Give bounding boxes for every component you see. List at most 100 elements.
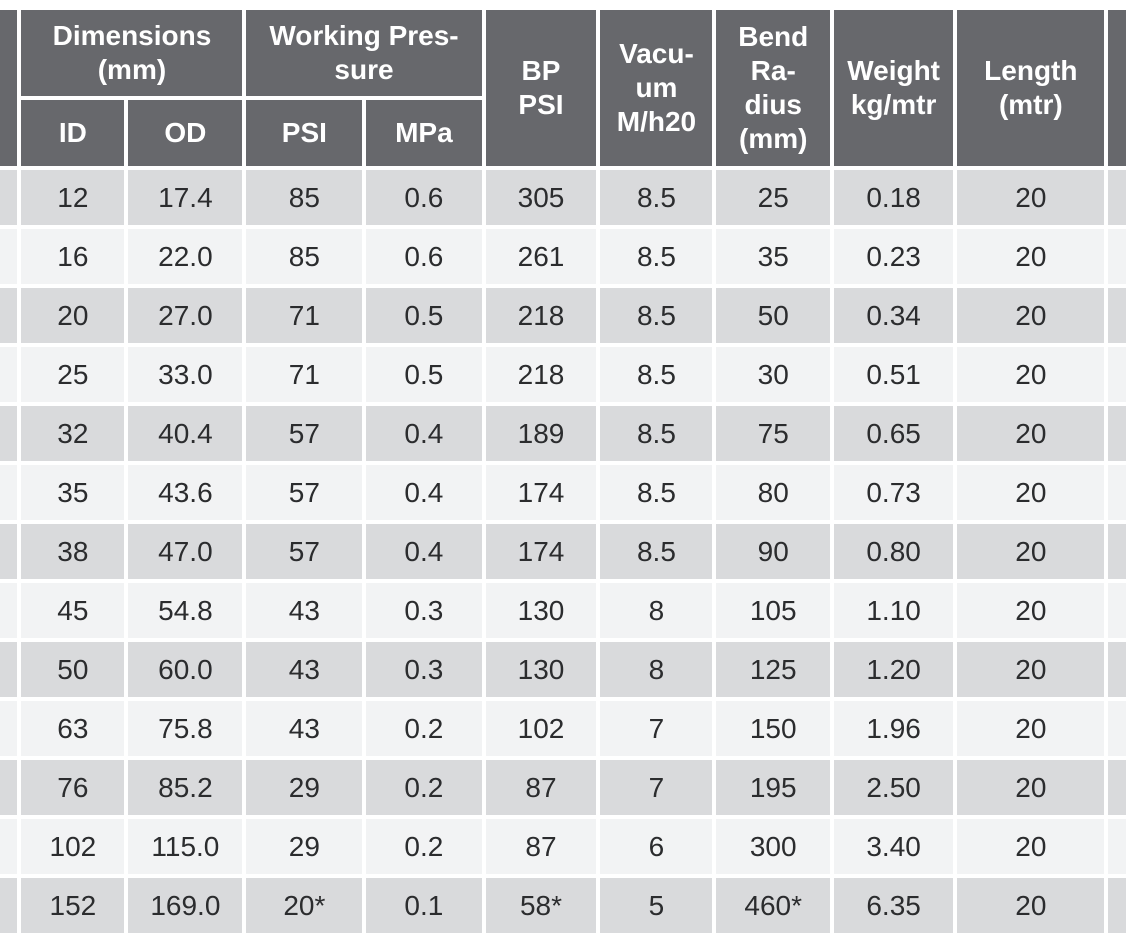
cropped-left-column-cell <box>0 288 18 343</box>
table-cell: 7 <box>600 760 713 815</box>
cropped-left-column-cell <box>0 701 18 756</box>
cropped-right-column-cell <box>1108 524 1126 579</box>
table-cell: 1.10 <box>834 583 954 638</box>
table-cell: 20 <box>957 583 1105 638</box>
table-cell: 57 <box>246 406 363 461</box>
table-cell: 2.50 <box>834 760 954 815</box>
table-cell: 169.0 <box>128 878 243 933</box>
table-cell: 174 <box>485 524 597 579</box>
table-cell: 80 <box>716 465 831 520</box>
header-length: Length (mtr) <box>957 10 1105 166</box>
cropped-left-column-cell <box>0 347 18 402</box>
table-cell: 29 <box>246 819 363 874</box>
cropped-right-column-cell <box>1108 760 1126 815</box>
table-cell: 43 <box>246 701 363 756</box>
header-row-sub: ID OD PSI MPa <box>0 100 1126 166</box>
table-cell: 20 <box>957 642 1105 697</box>
spec-table: Dimensions (mm) Working Pres- sure BP PS… <box>0 6 1130 937</box>
header-psi: PSI <box>246 100 363 166</box>
table-cell: 12 <box>21 170 125 225</box>
table-cell: 130 <box>485 642 597 697</box>
table-cell: 20 <box>957 288 1105 343</box>
cropped-left-column-cell <box>0 760 18 815</box>
table-cell: 460* <box>716 878 831 933</box>
table-cell: 20 <box>957 465 1105 520</box>
table-cell: 8 <box>600 642 713 697</box>
header-id: ID <box>21 100 125 166</box>
cropped-left-column-header <box>0 10 18 166</box>
table-row: 35 43.6 57 0.4 174 8.5 80 0.73 20 <box>0 465 1126 520</box>
table-cell: 0.2 <box>366 701 482 756</box>
table-cell: 189 <box>485 406 597 461</box>
cropped-left-column-cell <box>0 819 18 874</box>
table-cell: 102 <box>485 701 597 756</box>
table-cell: 0.5 <box>366 288 482 343</box>
header-bp-psi: BP PSI <box>485 10 597 166</box>
table-cell: 115.0 <box>128 819 243 874</box>
table-cell: 20 <box>957 229 1105 284</box>
table-cell: 43 <box>246 642 363 697</box>
table-cell: 0.65 <box>834 406 954 461</box>
table-cell: 85 <box>246 170 363 225</box>
table-cell: 71 <box>246 347 363 402</box>
table-cell: 85.2 <box>128 760 243 815</box>
table-cell: 218 <box>485 347 597 402</box>
table-row: 50 60.0 43 0.3 130 8 125 1.20 20 <box>0 642 1126 697</box>
table-row: 38 47.0 57 0.4 174 8.5 90 0.80 20 <box>0 524 1126 579</box>
table-cell: 43.6 <box>128 465 243 520</box>
table-cell: 57 <box>246 524 363 579</box>
table-cell: 29 <box>246 760 363 815</box>
header-row-top: Dimensions (mm) Working Pres- sure BP PS… <box>0 10 1126 166</box>
table-cell: 20 <box>957 347 1105 402</box>
table-cell: 8.5 <box>600 347 713 402</box>
header-vacuum: Vacu- um M/h20 <box>600 10 713 166</box>
table-row: 32 40.4 57 0.4 189 8.5 75 0.65 20 <box>0 406 1126 461</box>
table-cell: 30 <box>716 347 831 402</box>
table-row: 45 54.8 43 0.3 130 8 105 1.10 20 <box>0 583 1126 638</box>
table-cell: 5 <box>600 878 713 933</box>
table-cell: 0.3 <box>366 642 482 697</box>
header-weight: Weight kg/mtr <box>834 10 954 166</box>
table-cell: 43 <box>246 583 363 638</box>
table-cell: 32 <box>21 406 125 461</box>
header-bend-radius: Bend Ra- dius (mm) <box>716 10 831 166</box>
table-cell: 0.1 <box>366 878 482 933</box>
table-cell: 76 <box>21 760 125 815</box>
table-cell: 35 <box>21 465 125 520</box>
table-row: 20 27.0 71 0.5 218 8.5 50 0.34 20 <box>0 288 1126 343</box>
cropped-right-column-cell <box>1108 878 1126 933</box>
cropped-left-column-cell <box>0 642 18 697</box>
cropped-right-column-cell <box>1108 583 1126 638</box>
cropped-right-column-cell <box>1108 288 1126 343</box>
table-cell: 47.0 <box>128 524 243 579</box>
table-cell: 6.35 <box>834 878 954 933</box>
table-row: 12 17.4 85 0.6 305 8.5 25 0.18 20 <box>0 170 1126 225</box>
table-cell: 22.0 <box>128 229 243 284</box>
cropped-right-column-cell <box>1108 701 1126 756</box>
table-cell: 0.5 <box>366 347 482 402</box>
header-mpa: MPa <box>366 100 482 166</box>
table-cell: 1.20 <box>834 642 954 697</box>
cropped-right-column-cell <box>1108 229 1126 284</box>
cropped-left-column-cell <box>0 583 18 638</box>
table-cell: 90 <box>716 524 831 579</box>
table-cell: 0.4 <box>366 406 482 461</box>
table-cell: 102 <box>21 819 125 874</box>
cropped-left-column-cell <box>0 170 18 225</box>
cropped-left-column-cell <box>0 524 18 579</box>
table-cell: 300 <box>716 819 831 874</box>
table-cell: 8.5 <box>600 229 713 284</box>
table-row: 25 33.0 71 0.5 218 8.5 30 0.51 20 <box>0 347 1126 402</box>
table-cell: 218 <box>485 288 597 343</box>
table-cell: 40.4 <box>128 406 243 461</box>
table-cell: 50 <box>21 642 125 697</box>
cropped-left-column-cell <box>0 878 18 933</box>
table-cell: 0.34 <box>834 288 954 343</box>
table-body: 12 17.4 85 0.6 305 8.5 25 0.18 20 16 22.0 85 0.6 261 8… <box>0 170 1126 933</box>
table-cell: 17.4 <box>128 170 243 225</box>
table-cell: 305 <box>485 170 597 225</box>
table-cell: 58* <box>485 878 597 933</box>
table-cell: 7 <box>600 701 713 756</box>
table-row: 16 22.0 85 0.6 261 8.5 35 0.23 20 <box>0 229 1126 284</box>
table-cell: 50 <box>716 288 831 343</box>
